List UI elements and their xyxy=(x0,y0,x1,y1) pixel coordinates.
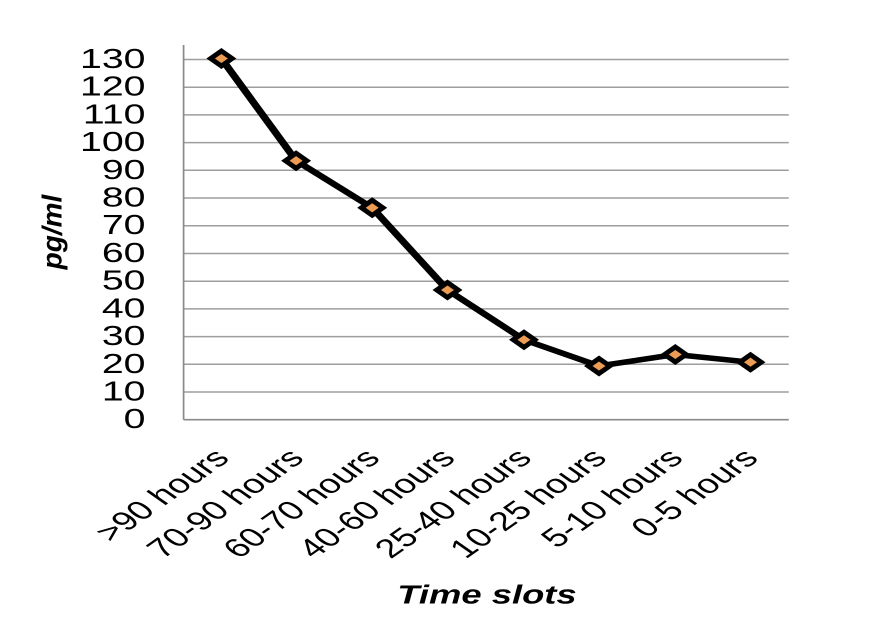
svg-text:pg/ml: pg/ml xyxy=(36,193,67,270)
svg-text:60: 60 xyxy=(102,238,146,269)
svg-text:90: 90 xyxy=(102,154,146,185)
svg-text:30: 30 xyxy=(102,321,146,352)
svg-text:0: 0 xyxy=(124,404,146,435)
svg-text:130: 130 xyxy=(80,44,146,75)
svg-text:50: 50 xyxy=(102,265,146,296)
svg-text:80: 80 xyxy=(102,182,146,213)
svg-text:Time slots: Time slots xyxy=(397,581,576,609)
svg-text:20: 20 xyxy=(102,348,146,379)
svg-text:110: 110 xyxy=(83,99,146,130)
svg-text:100: 100 xyxy=(80,127,146,158)
svg-text:70: 70 xyxy=(102,210,146,241)
svg-text:120: 120 xyxy=(80,71,146,102)
svg-text:40: 40 xyxy=(102,293,146,324)
svg-text:10: 10 xyxy=(102,376,146,407)
